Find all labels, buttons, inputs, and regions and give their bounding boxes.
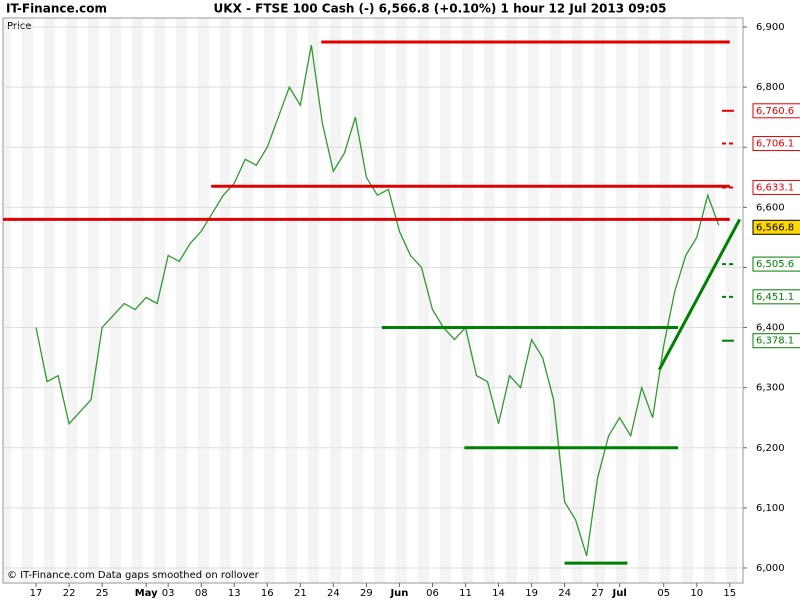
price-line (35, 44, 720, 557)
site-name: IT-Finance.com (6, 2, 107, 16)
price-marker-label: 6,706.1 (756, 139, 794, 150)
y-tick-label: 6,100 (756, 503, 785, 514)
x-tick-label: 29 (360, 588, 373, 599)
x-tick-label: 25 (96, 588, 109, 599)
price-marker-box (752, 256, 800, 272)
x-tick-label: Jun (389, 588, 408, 599)
price-marker-box (752, 219, 800, 235)
price-marker-label: 6,378.1 (756, 336, 794, 347)
price-marker-box (752, 179, 800, 195)
x-tick-label: 19 (525, 588, 538, 599)
x-tick-label: 16 (261, 588, 274, 599)
price-marker-box (752, 103, 800, 119)
x-tick-label: 21 (294, 588, 307, 599)
x-tick-label: 15 (723, 588, 736, 599)
chart-title: UKX - FTSE 100 Cash (-) 6,566.8 (+0.10%)… (214, 2, 667, 16)
x-tick-label: 17 (30, 588, 43, 599)
y-tick-label: 6,600 (756, 202, 785, 213)
price-marker-label: 6,760.6 (756, 106, 794, 117)
x-tick-label: May (135, 588, 158, 599)
y-tick-label: 6,800 (756, 82, 785, 93)
x-tick-label: 03 (162, 588, 175, 599)
price-marker-box (752, 136, 800, 152)
y-tick-label: 6,900 (756, 22, 785, 33)
price-marker-label: 6,451.1 (756, 292, 794, 303)
x-tick-label: 10 (690, 588, 703, 599)
x-tick-label: 13 (228, 588, 241, 599)
x-tick-label: 27 (591, 588, 604, 599)
x-tick-label: 24 (558, 588, 571, 599)
plot-area (2, 17, 744, 584)
y-label: Price (7, 21, 31, 32)
footer: © IT-Finance.com Data gaps smoothed on r… (7, 570, 260, 581)
y-tick-label: 6,000 (756, 563, 785, 574)
trend-line (657, 218, 742, 371)
y-tick-label: 6,200 (756, 443, 785, 454)
price-marker-label: 6,505.6 (756, 259, 794, 270)
x-tick-label: 06 (426, 588, 439, 599)
x-tick-label: 08 (195, 588, 208, 599)
x-tick-label: 24 (327, 588, 340, 599)
y-tick-label: 6,300 (756, 383, 785, 394)
x-tick-label: 05 (657, 588, 670, 599)
price-marker-box (752, 333, 800, 349)
price-marker-box (752, 289, 800, 305)
y-tick-label: 6,400 (756, 323, 785, 334)
price-marker-label: 6,566.8 (756, 222, 794, 233)
x-tick-label: 14 (492, 588, 505, 599)
price-marker-label: 6,633.1 (756, 182, 794, 193)
x-tick-label: Jul (612, 588, 627, 599)
x-tick-label: 11 (459, 588, 472, 599)
x-tick-label: 22 (63, 588, 76, 599)
